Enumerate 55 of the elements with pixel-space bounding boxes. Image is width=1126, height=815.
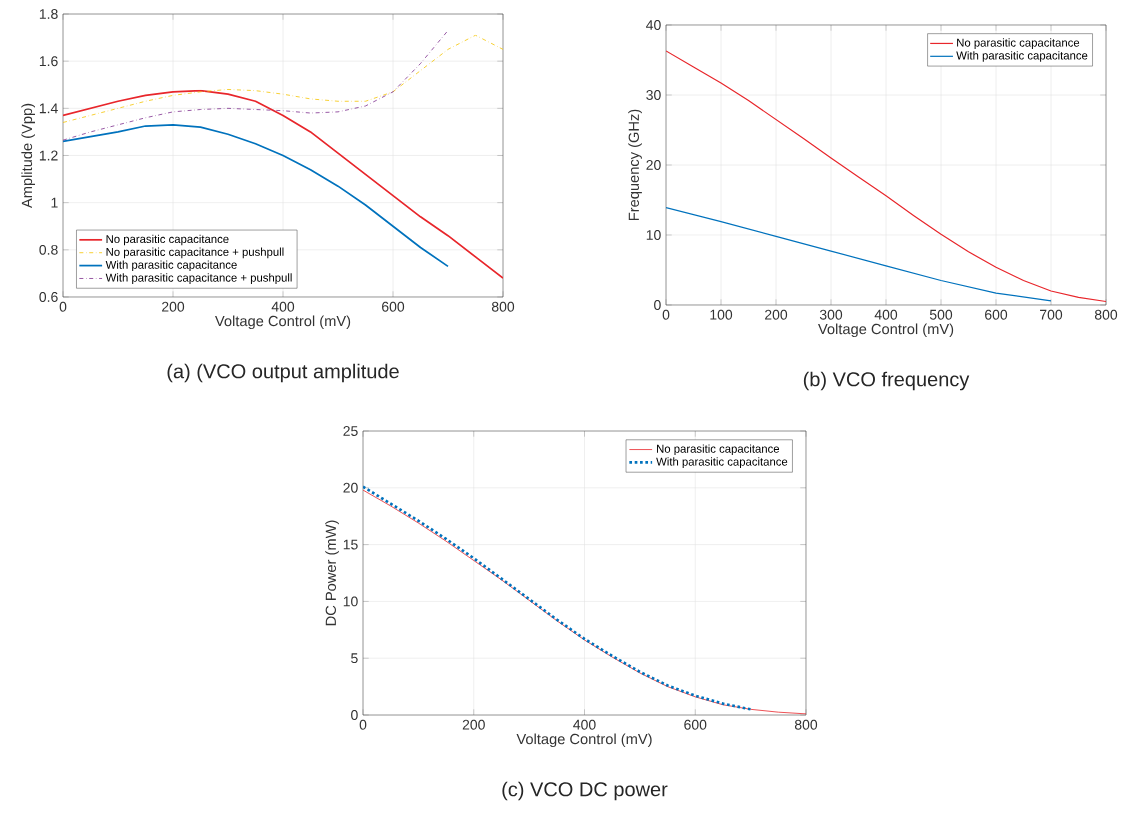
y-tick-label: 30 bbox=[646, 90, 661, 100]
legend-label: With parasitic capacitance bbox=[656, 457, 788, 468]
x-tick-label: 200 bbox=[765, 309, 788, 320]
y-tick-label: 10 bbox=[343, 596, 358, 607]
y-tick-label: 0.8 bbox=[39, 244, 58, 255]
y-tick-label: 5 bbox=[351, 653, 358, 664]
y-tick-label: 20 bbox=[343, 482, 358, 493]
x-tick-label: 400 bbox=[573, 719, 596, 730]
legend-label: With parasitic capacitance bbox=[956, 51, 1088, 62]
x-tick-label: 600 bbox=[684, 719, 707, 730]
legend-label: No parasitic capacitance + pushpull bbox=[106, 247, 284, 259]
x-tick-label: 400 bbox=[874, 309, 898, 320]
text: (c) VCO DC power bbox=[502, 781, 668, 801]
x-tick-label: 400 bbox=[271, 301, 295, 312]
y-tick-label: 40 bbox=[646, 20, 661, 30]
x-tick-label: 800 bbox=[491, 301, 515, 312]
y-tick-label: 20 bbox=[646, 160, 661, 170]
y-tick-label: 25 bbox=[343, 426, 358, 436]
y-axis-title: Frequency (GHz) bbox=[628, 109, 642, 221]
x-tick-label: 0 bbox=[359, 719, 367, 730]
x-tick-label: 0 bbox=[59, 301, 67, 312]
x-tick-label: 700 bbox=[1040, 309, 1063, 320]
x-tick-label: 600 bbox=[382, 301, 405, 312]
x-tick-label: 800 bbox=[794, 719, 818, 730]
y-tick-label: 0.6 bbox=[39, 292, 58, 302]
text: (b) VCO frequency bbox=[803, 371, 970, 391]
y-tick-label: 1 bbox=[51, 197, 58, 208]
legend-label: No parasitic capacitance bbox=[106, 234, 229, 246]
y-tick-label: 1.4 bbox=[39, 103, 58, 114]
x-tick-label: 200 bbox=[462, 719, 485, 730]
y-tick-label: 1.8 bbox=[39, 9, 58, 19]
x-axis-title: Voltage Control (mV) bbox=[215, 315, 351, 330]
line-series bbox=[63, 30, 449, 141]
y-tick-label: 1.6 bbox=[39, 56, 58, 67]
legend-label: No parasitic capacitance bbox=[657, 444, 780, 456]
y-tick-label: 15 bbox=[343, 539, 358, 550]
x-tick-label: 600 bbox=[985, 309, 1008, 320]
y-axis-title: DC Power (mW) bbox=[325, 520, 339, 626]
legend-label: No parasitic capacitance bbox=[957, 38, 1080, 49]
line-series bbox=[666, 207, 1052, 302]
text: (a) (VCO output amplitude bbox=[167, 363, 399, 383]
x-axis-title: Voltage Control (mV) bbox=[516, 733, 652, 748]
legend-label: With parasitic capacitance + pushpull bbox=[105, 273, 292, 284]
x-tick-label: 100 bbox=[710, 309, 733, 320]
legend-label: With parasitic capacitance bbox=[105, 260, 237, 272]
y-tick-label: 0 bbox=[351, 710, 358, 720]
y-tick-label: 10 bbox=[646, 230, 661, 240]
x-tick-label: 500 bbox=[929, 309, 953, 320]
x-tick-label: 300 bbox=[819, 309, 843, 320]
y-tick-label: 1.2 bbox=[39, 150, 58, 161]
x-axis-title: Voltage Control (mV) bbox=[818, 323, 954, 338]
x-tick-label: 0 bbox=[662, 309, 670, 320]
y-axis-title: Amplitude (Vpp) bbox=[21, 103, 35, 209]
x-tick-label: 800 bbox=[1094, 309, 1118, 320]
x-tick-label: 200 bbox=[162, 301, 185, 312]
